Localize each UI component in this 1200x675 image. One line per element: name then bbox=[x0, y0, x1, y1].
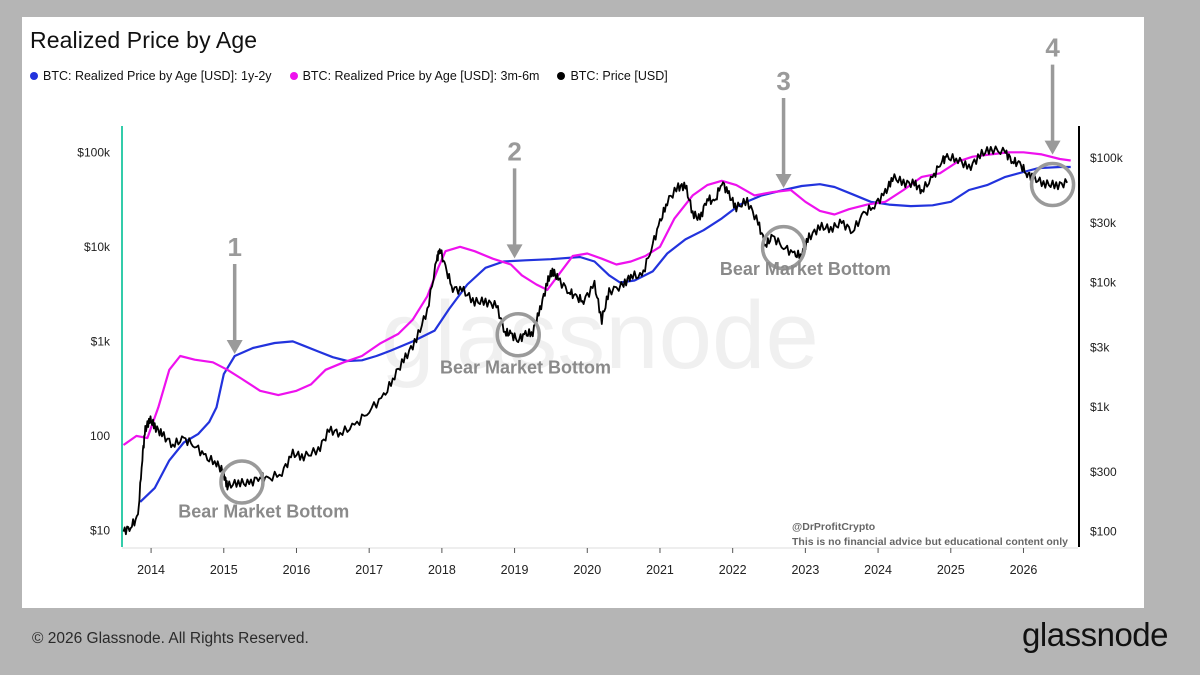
bear-market-bottom-label-2: Bear Market Bottom bbox=[440, 358, 611, 378]
x-tick-label-2026: 2026 bbox=[1010, 563, 1038, 577]
glassnode-logo: glassnode bbox=[1022, 616, 1168, 653]
x-tick-label-2023: 2023 bbox=[791, 563, 819, 577]
x-tick-label-2024: 2024 bbox=[864, 563, 892, 577]
x-tick-label-2018: 2018 bbox=[428, 563, 456, 577]
y-right-tick-label-30000: $30k bbox=[1090, 216, 1117, 230]
x-tick-label-2014: 2014 bbox=[137, 563, 165, 577]
bear-market-bottom-label-1: Bear Market Bottom bbox=[178, 501, 349, 521]
chart-title: Realized Price by Age bbox=[30, 27, 258, 53]
chart-card: Realized Price by Age BTC: Realized Pric… bbox=[22, 17, 1144, 608]
y-right-tick-label-10000: $10k bbox=[1090, 275, 1117, 289]
bear-market-bottom-label-3: Bear Market Bottom bbox=[720, 259, 891, 279]
legend-item-price[interactable]: BTC: Price [USD] bbox=[557, 69, 668, 83]
marker-number-3: 3 bbox=[776, 66, 790, 96]
x-tick-label-2015: 2015 bbox=[210, 563, 238, 577]
credit-disclaimer: This is no financial advice but educatio… bbox=[792, 536, 1068, 548]
x-tick-label-2016: 2016 bbox=[283, 563, 311, 577]
x-tick-label-2025: 2025 bbox=[937, 563, 965, 577]
y-right-tick-label-3000: $3k bbox=[1090, 341, 1110, 355]
legend-dot-3m6m bbox=[289, 72, 298, 80]
marker-number-1: 1 bbox=[227, 232, 241, 262]
series-line-1y2y bbox=[139, 165, 1071, 503]
y-right-tick-label-100: $100 bbox=[1090, 525, 1117, 539]
arrow-head-2 bbox=[506, 244, 523, 259]
y-left-tick-label-10: $10 bbox=[90, 523, 110, 537]
bear-bottom-circle-2 bbox=[495, 311, 541, 358]
y-left-tick-label-1000: $1k bbox=[91, 334, 111, 348]
y-left-tick-label-100: 100 bbox=[90, 429, 110, 443]
x-tick-label-2019: 2019 bbox=[501, 563, 529, 577]
arrow-head-1 bbox=[226, 339, 243, 354]
legend-label-price: BTC: Price [USD] bbox=[570, 69, 668, 83]
legend-item-1y2y[interactable]: BTC: Realized Price by Age [USD]: 1y-2y bbox=[30, 69, 272, 83]
credit-handle: @DrProfitCrypto bbox=[792, 521, 875, 533]
x-tick-label-2021: 2021 bbox=[646, 563, 674, 577]
y-right-tick-label-1000: $1k bbox=[1090, 400, 1110, 414]
legend: BTC: Realized Price by Age [USD]: 1y-2y … bbox=[30, 69, 668, 83]
legend-label-3m6m: BTC: Realized Price by Age [USD]: 3m-6m bbox=[302, 69, 540, 83]
x-tick-label-2017: 2017 bbox=[355, 563, 383, 577]
x-tick-label-2022: 2022 bbox=[719, 563, 747, 577]
y-right-tick-label-100000: $100k bbox=[1090, 151, 1124, 165]
y-left-tick-label-100000: $100k bbox=[77, 145, 111, 159]
series-line-3m6m bbox=[122, 151, 1071, 446]
legend-label-1y2y: BTC: Realized Price by Age [USD]: 1y-2y bbox=[43, 69, 272, 83]
legend-dot-1y2y bbox=[30, 72, 38, 80]
marker-number-2: 2 bbox=[507, 136, 521, 166]
legend-item-3m6m[interactable]: BTC: Realized Price by Age [USD]: 3m-6m bbox=[289, 69, 540, 83]
legend-dot-price bbox=[557, 72, 566, 80]
bear-bottom-circle-1 bbox=[219, 459, 265, 505]
marker-number-4: 4 bbox=[1045, 33, 1060, 63]
x-tick-label-2020: 2020 bbox=[573, 563, 601, 577]
arrow-head-4 bbox=[1044, 140, 1061, 155]
watermark-text: glassnode bbox=[381, 282, 819, 389]
y-right-tick-label-300: $300 bbox=[1090, 465, 1117, 479]
arrow-head-3 bbox=[775, 173, 792, 188]
bear-bottom-circle-3 bbox=[760, 224, 807, 271]
y-left-tick-label-10000: $10k bbox=[84, 240, 111, 254]
bear-bottom-circle-4 bbox=[1029, 161, 1076, 208]
copyright-footer: © 2026 Glassnode. All Rights Reserved. bbox=[32, 630, 309, 647]
